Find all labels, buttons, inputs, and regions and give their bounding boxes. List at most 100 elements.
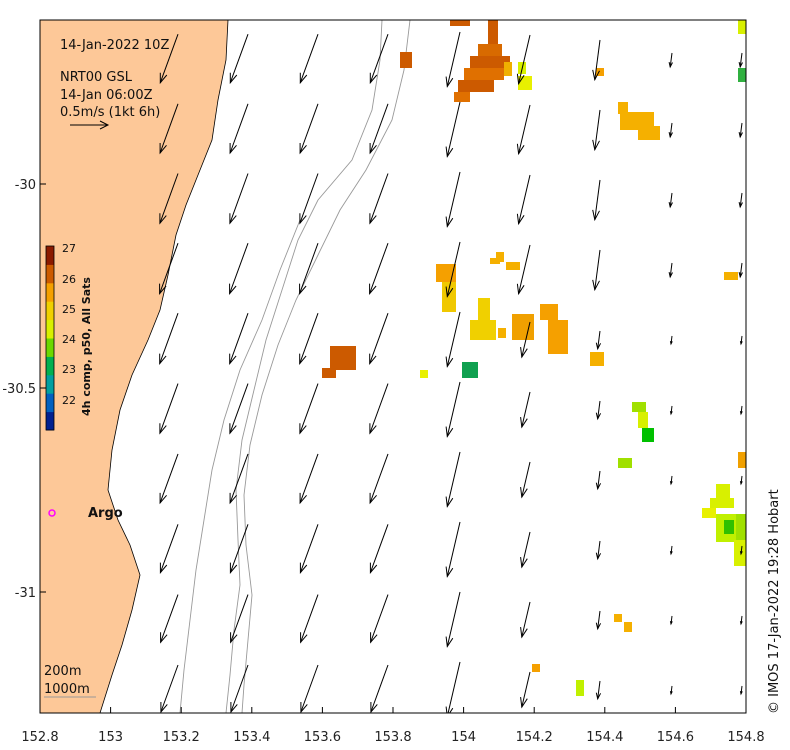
current-vector — [229, 173, 249, 224]
current-vector-head — [669, 481, 673, 486]
current-vector — [597, 540, 601, 559]
current-vector — [159, 34, 179, 83]
current-vector-head — [445, 636, 454, 648]
current-vector — [369, 173, 389, 224]
current-vector-head — [159, 353, 167, 365]
current-vector-head — [595, 552, 602, 561]
x-tick-label: 153.4 — [233, 730, 270, 745]
contour-200m — [225, 20, 383, 713]
current-vector-head — [739, 551, 743, 556]
current-vector — [299, 524, 319, 573]
current-vector-head — [300, 632, 308, 644]
current-vector-head — [668, 271, 673, 279]
current-vector — [160, 664, 179, 713]
current-vector — [669, 262, 673, 277]
current-vector — [446, 31, 461, 87]
current-vector-head — [668, 201, 673, 209]
current-vectors — [159, 31, 743, 713]
current-vector — [521, 391, 531, 428]
current-vector — [299, 34, 319, 83]
current-vector — [739, 122, 743, 137]
current-vector-head — [370, 702, 378, 713]
current-vector — [369, 243, 389, 294]
current-vector-head — [738, 61, 743, 69]
current-vector — [446, 101, 461, 157]
current-vector-head — [369, 423, 377, 435]
current-vector-head — [160, 702, 168, 713]
current-vector — [300, 594, 319, 643]
current-vector-head — [369, 72, 378, 85]
colorbar-tick: 26 — [62, 273, 76, 286]
current-vector — [669, 52, 673, 67]
current-vector-head — [299, 423, 307, 435]
current-vector — [739, 52, 743, 67]
credit-text: © IMOS 17-Jan-2022 19:28 Hobart — [767, 489, 782, 714]
colorbar-segment — [46, 246, 54, 265]
current-vector-head — [230, 702, 238, 713]
current-vector — [159, 453, 179, 504]
current-vector — [446, 311, 461, 367]
current-vector-head — [299, 492, 307, 505]
current-vector — [230, 664, 249, 713]
colorbar-segment — [46, 264, 54, 284]
current-vector — [446, 381, 461, 437]
current-vector-head — [592, 69, 600, 82]
current-vector-head — [739, 691, 743, 696]
current-vector — [594, 39, 601, 80]
current-vector — [369, 453, 389, 504]
x-tick-label: 153.8 — [374, 730, 411, 745]
current-vector-head — [520, 417, 528, 429]
current-vector-head — [516, 213, 525, 226]
current-vector-head — [445, 286, 454, 298]
current-vector-head — [299, 213, 307, 225]
current-vector — [669, 122, 673, 137]
current-vector-head — [595, 342, 602, 351]
current-vector — [159, 243, 179, 294]
y-tick-label: -30 — [15, 178, 36, 193]
current-vector-head — [520, 557, 528, 569]
current-vector — [229, 243, 249, 294]
current-vector-head — [595, 482, 602, 491]
colorbar-segment — [46, 393, 54, 413]
current-vector — [518, 34, 531, 84]
current-vector — [230, 594, 249, 643]
current-vector-head — [299, 72, 308, 85]
current-vector — [521, 601, 531, 638]
current-vector — [370, 664, 389, 713]
current-vector — [369, 383, 389, 434]
current-vector-head — [668, 61, 673, 69]
current-vector — [739, 262, 743, 277]
current-vector-head — [669, 691, 673, 696]
y-tick-label: -31 — [15, 586, 36, 601]
current-vector-head — [595, 692, 602, 701]
current-vector-head — [445, 76, 454, 88]
current-vector — [594, 249, 601, 290]
colorbar-segment — [46, 356, 54, 376]
current-vector-head — [516, 73, 525, 86]
current-vector — [159, 103, 179, 154]
current-vector-head — [739, 341, 743, 346]
current-vector — [299, 173, 319, 224]
current-vector — [447, 661, 461, 713]
argo-label: Argo — [88, 506, 123, 521]
current-vector-head — [229, 492, 237, 505]
current-vector — [159, 383, 179, 434]
land-coastline — [40, 20, 229, 713]
current-vector-head — [520, 347, 528, 359]
product-line-1: NRT00 GSL — [60, 70, 133, 85]
colorbar-segment — [46, 282, 54, 302]
current-vector — [518, 104, 531, 154]
current-vector-head — [595, 412, 602, 421]
current-vector — [597, 470, 601, 489]
current-vector — [160, 594, 179, 643]
x-tick-label: 153 — [98, 730, 123, 745]
current-vector-head — [520, 627, 528, 639]
current-vector — [370, 594, 389, 643]
current-vector-head — [668, 131, 673, 139]
current-vector — [229, 103, 249, 154]
current-vector-head — [299, 562, 308, 574]
current-vector — [159, 173, 179, 224]
map-title: 14-Jan-2022 10Z — [60, 38, 169, 53]
current-vector-head — [445, 356, 454, 368]
